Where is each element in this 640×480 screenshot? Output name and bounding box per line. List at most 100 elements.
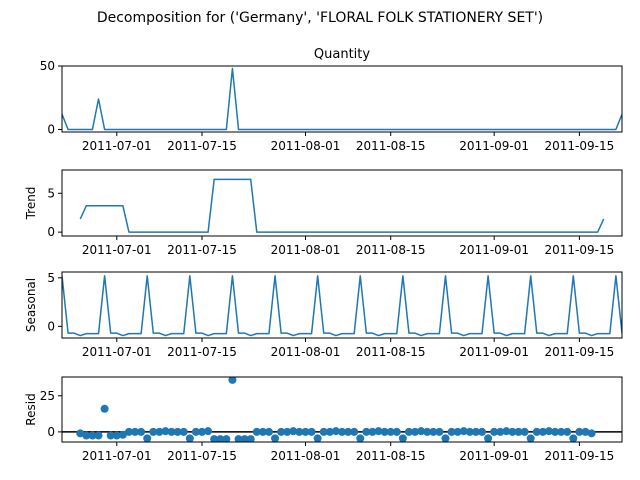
resid-point xyxy=(185,434,194,442)
x-tick-label: 2011-09-15 xyxy=(545,345,615,359)
resid-point xyxy=(167,427,176,436)
resid-point xyxy=(271,434,280,442)
x-tick-label: 2011-07-01 xyxy=(82,243,152,257)
resid-point xyxy=(484,434,493,442)
x-tick-label: 2011-09-01 xyxy=(459,449,529,463)
y-tick-label: 0 xyxy=(47,319,55,333)
resid-point xyxy=(478,427,486,436)
resid-point xyxy=(386,427,395,436)
resid-point xyxy=(94,431,103,440)
x-tick-label: 2011-07-01 xyxy=(82,449,152,463)
resid-point xyxy=(490,427,499,436)
panel-data xyxy=(62,377,622,442)
resid-point xyxy=(441,434,450,442)
panel-title: Quantity xyxy=(314,47,370,62)
resid-point xyxy=(307,427,316,436)
resid-point xyxy=(289,427,298,436)
x-tick-label: 2011-08-15 xyxy=(356,345,426,359)
resid-point xyxy=(198,427,206,436)
panel-data xyxy=(79,178,605,233)
resid-point xyxy=(557,427,566,436)
resid-point xyxy=(575,427,584,436)
resid-point xyxy=(447,427,456,436)
resid-point xyxy=(398,434,407,442)
series-line-trend xyxy=(79,178,605,233)
resid-point xyxy=(325,427,334,436)
resid-point xyxy=(277,427,286,436)
y-tick-label: 0 xyxy=(47,225,55,239)
panel-3: 0 5 2011-07-01 2011-07-15 2011-08-01 2011-08-… xyxy=(24,271,623,359)
resid-point xyxy=(374,427,383,436)
x-tick-label: 2011-09-15 xyxy=(545,139,615,153)
resid-point xyxy=(508,427,517,436)
resid-point xyxy=(362,427,371,436)
resid-point xyxy=(228,377,237,384)
resid-point xyxy=(216,435,225,442)
resid-point xyxy=(532,427,541,436)
resid-point xyxy=(161,427,170,436)
y-tick-label: 25 xyxy=(40,389,55,403)
axes-frame xyxy=(61,65,623,133)
x-tick-label: 2011-09-01 xyxy=(459,345,529,359)
resid-point xyxy=(465,427,474,436)
resid-point xyxy=(338,427,346,436)
resid-point xyxy=(240,435,249,442)
resid-point xyxy=(210,435,219,442)
resid-point xyxy=(234,435,243,442)
series-line-quantity xyxy=(62,67,622,131)
series-line-seasonal xyxy=(62,275,622,337)
resid-point xyxy=(155,427,164,436)
y-axis-label: Trend xyxy=(24,187,38,221)
x-tick-label: 2011-08-15 xyxy=(356,243,426,257)
resid-point xyxy=(514,427,523,436)
resid-point xyxy=(423,427,432,436)
resid-point xyxy=(520,427,529,436)
axes-frame xyxy=(61,169,623,237)
y-tick-label: 0 xyxy=(47,425,55,439)
resid-point xyxy=(252,427,261,436)
resid-point xyxy=(429,427,438,436)
resid-point xyxy=(459,427,468,436)
x-tick-label: 2011-07-15 xyxy=(167,345,237,359)
resid-point xyxy=(581,427,590,436)
resid-point xyxy=(380,427,389,436)
resid-point xyxy=(246,435,255,442)
resid-point xyxy=(82,431,91,440)
x-tick-label: 2011-09-01 xyxy=(459,243,529,257)
resid-point xyxy=(356,434,365,442)
resid-point xyxy=(569,434,578,442)
resid-point xyxy=(350,427,359,436)
resid-point xyxy=(301,427,310,436)
resid-point xyxy=(544,427,553,436)
resid-point xyxy=(118,430,127,439)
resid-point xyxy=(222,435,231,442)
resid-point xyxy=(563,427,572,436)
figure-suptitle: Decomposition for ('Germany', 'FLORAL FO… xyxy=(97,10,543,26)
x-tick-label: 2011-07-15 xyxy=(167,139,237,153)
resid-point xyxy=(453,427,462,436)
resid-point xyxy=(112,431,121,440)
y-axis-label: Resid xyxy=(24,393,38,425)
x-tick-label: 2011-09-15 xyxy=(545,243,615,257)
resid-point xyxy=(124,427,133,436)
y-tick-label: 50 xyxy=(40,59,55,73)
resid-point xyxy=(295,427,304,436)
resid-point xyxy=(471,427,480,436)
panel-data xyxy=(62,67,622,131)
resid-point xyxy=(149,427,158,436)
x-tick-label: 2011-08-01 xyxy=(271,139,341,153)
resid-point xyxy=(392,427,401,436)
x-tick-label: 2011-07-01 xyxy=(82,345,152,359)
resid-point xyxy=(191,427,200,436)
x-tick-label: 2011-07-15 xyxy=(167,449,237,463)
resid-point xyxy=(131,427,140,436)
resid-point xyxy=(88,431,97,440)
resid-point xyxy=(538,427,547,436)
resid-point xyxy=(143,434,152,442)
y-tick-label: 0 xyxy=(47,122,55,136)
panel-4: 0 25 2011-07-01 2011-07-15 2011-08-01 2011-08… xyxy=(24,376,623,463)
panel-2: 0 5 2011-07-01 2011-07-15 2011-08-01 2011-08-… xyxy=(24,169,623,257)
resid-point xyxy=(173,427,182,436)
resid-point xyxy=(204,427,213,436)
